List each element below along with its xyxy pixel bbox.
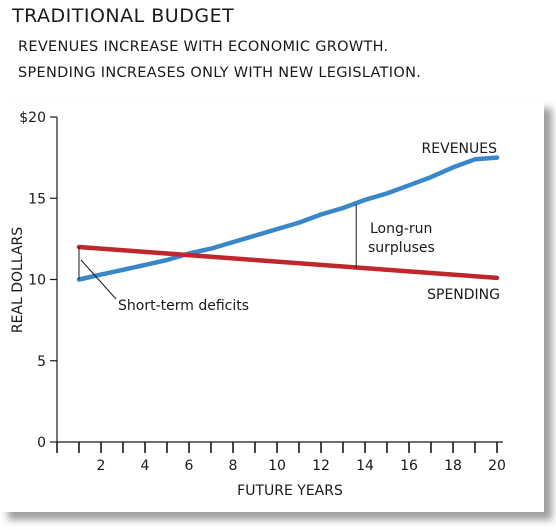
x-tick-label: 16	[400, 458, 418, 474]
x-tick-label: 18	[444, 458, 462, 474]
y-tick-label: 0	[37, 435, 46, 451]
x-tick-label: 4	[141, 458, 150, 474]
x-tick-label: 10	[268, 458, 286, 474]
x-tick-label: 20	[488, 458, 506, 474]
spending-label: SPENDING	[427, 287, 500, 303]
chart-subtitle-line-2: SPENDING INCREASES ONLY WITH NEW LEGISLA…	[18, 65, 422, 81]
chart-subtitle-line-1: REVENUES INCREASE WITH ECONOMIC GROWTH.	[18, 39, 389, 55]
x-tick-label: 14	[356, 458, 374, 474]
y-tick-label: 5	[37, 354, 46, 370]
revenues-line	[76, 155, 500, 282]
chart-title: TRADITIONAL BUDGET	[12, 5, 235, 27]
series-lines: REVENUES SPENDING	[76, 141, 500, 303]
x-axis-label: FUTURE YEARS	[237, 483, 343, 499]
x-tick-label: 6	[185, 458, 194, 474]
short-term-deficits-leader	[80, 259, 117, 300]
annotations: Short-term deficits Long-run surpluses	[78, 204, 435, 314]
revenues-label: REVENUES	[422, 141, 498, 157]
long-run-surpluses-label-line2: surpluses	[368, 240, 435, 256]
x-tick-label: 2	[97, 458, 106, 474]
spending-line	[76, 244, 500, 281]
ticks: 0 5 10 15 $20 2 4 6 8 10 12 14 16 18 20	[19, 110, 506, 474]
x-tick-label: 12	[312, 458, 330, 474]
y-tick-label: 15	[28, 191, 46, 207]
y-axis-label: REAL DOLLARS	[10, 227, 26, 333]
y-tick-label: 10	[28, 273, 46, 289]
x-tick-label: 8	[229, 458, 238, 474]
axes: FUTURE YEARS REAL DOLLARS	[10, 117, 503, 499]
y-tick-label: $20	[19, 110, 46, 126]
long-run-surpluses-label-line1: Long-run	[370, 221, 432, 237]
short-term-deficits-label: Short-term deficits	[118, 298, 249, 314]
